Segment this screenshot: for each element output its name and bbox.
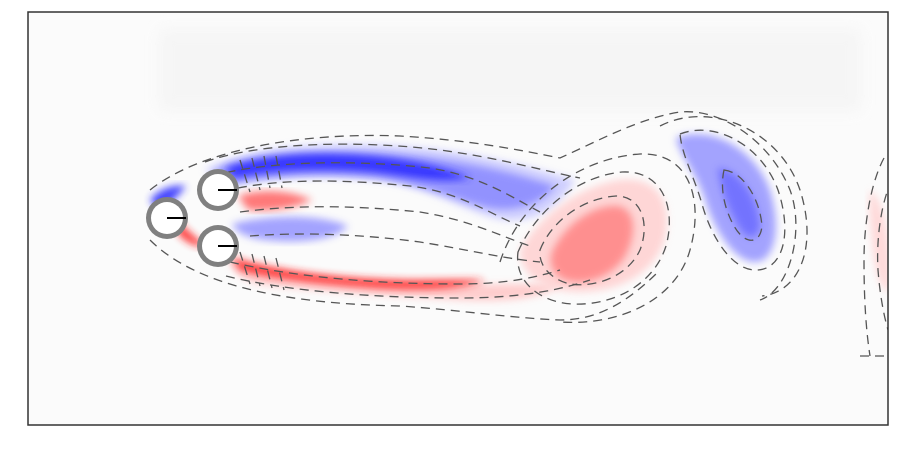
contour-red-vortex-2 — [517, 171, 670, 305]
shed-vortex-blue-core — [718, 168, 760, 238]
contour-outer-bottom — [149, 239, 661, 321]
contour-near-body — [239, 155, 285, 291]
contour-blue-vortex-3 — [659, 116, 808, 297]
background-haze — [160, 30, 860, 110]
contour-middle-1 — [239, 206, 531, 247]
contour-red-vortex-1 — [539, 195, 645, 286]
contour-outer-envelope — [149, 111, 797, 301]
cylinder-top — [197, 169, 239, 211]
contour-right-edge-2 — [876, 187, 888, 331]
upper-shear-layer-core — [225, 154, 470, 181]
lower-shear-layer-outer — [228, 255, 560, 301]
upper-inner-red-layer — [238, 191, 312, 211]
cylinder-array — [146, 169, 239, 267]
contour-lower-1 — [229, 261, 561, 285]
plot-frame — [27, 11, 889, 426]
contour-upper-3 — [237, 180, 521, 227]
contour-upper-2 — [211, 162, 541, 213]
contour-blue-vortex-1 — [721, 169, 763, 241]
contour-red-vortex-3 — [499, 153, 696, 324]
shed-vortex-red-core — [550, 205, 634, 282]
cylinder-bottom — [197, 225, 239, 267]
lower-shear-layer-core — [232, 258, 485, 290]
inner-shear-layer — [232, 216, 348, 242]
cylinder-front — [146, 197, 188, 239]
contour-blue-vortex-2 — [679, 129, 786, 271]
contour-middle-2 — [249, 233, 541, 263]
contour-upper-1 — [204, 143, 581, 179]
dashed-contour-lines — [149, 111, 888, 357]
